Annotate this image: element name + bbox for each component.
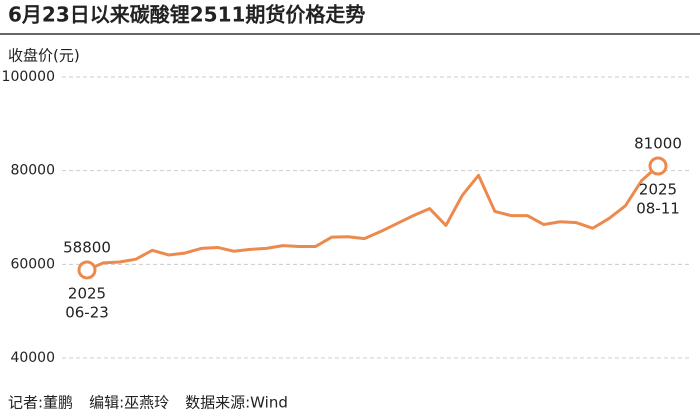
credit: 记者:董鹏	[8, 394, 73, 412]
endpoint-marker	[77, 260, 97, 280]
y-tick-label: 100000	[2, 69, 55, 85]
value-label: 58800	[63, 238, 111, 256]
credit: 编辑:巫燕玲	[89, 394, 169, 412]
chart-title: 6月23日以来碳酸锂2511期货价格走势	[8, 3, 365, 27]
endpoint-marker	[648, 156, 668, 176]
x-tick-label: 06-23	[65, 303, 109, 321]
y-axis-label: 收盘价(元)	[8, 47, 80, 65]
credit: 数据来源:Wind	[185, 394, 288, 412]
value-label: 81000	[634, 134, 682, 152]
y-tick-label: 40000	[10, 350, 55, 366]
x-tick-label: 08-11	[636, 199, 680, 217]
x-year-label: 2025	[639, 180, 677, 198]
y-tick-label: 80000	[10, 163, 55, 179]
line	[86, 164, 659, 272]
x-year-label: 2025	[68, 284, 106, 302]
y-tick-label: 60000	[10, 256, 55, 272]
